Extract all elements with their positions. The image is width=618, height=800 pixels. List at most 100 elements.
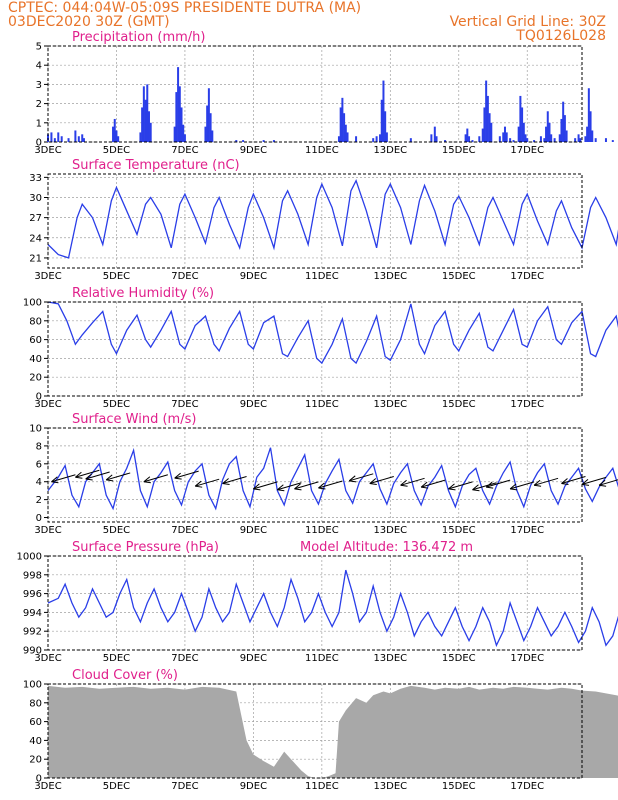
panel-frame (47, 427, 583, 523)
y-tick-label: 80 (29, 698, 42, 709)
x-tick-label: 3DEC (34, 781, 61, 792)
precip-bar (468, 136, 471, 142)
wind-arrow (253, 481, 278, 490)
y-tick-label: 21 (29, 253, 42, 264)
precip-bar (74, 130, 77, 142)
pressure-panel: Surface Pressure (hPa) 3DEC 5DEC 7DEC 9DEC 11… (17, 540, 618, 664)
x-tick-label: 13DEC (373, 399, 407, 410)
wind-arrow-head (105, 474, 114, 482)
precip-bar (206, 105, 209, 142)
precip-bar (355, 136, 358, 142)
precip-bar (478, 136, 481, 142)
x-tick-label: 7DEC (171, 653, 198, 664)
precip-bar (180, 107, 183, 142)
precip-bar (82, 138, 85, 142)
wind-arrow (277, 482, 302, 491)
x-tick-label: 9DEC (240, 399, 267, 410)
x-tick-label: 11DEC (305, 781, 339, 792)
y-tick-label: 3 (36, 80, 42, 91)
wind-arrow (369, 476, 394, 484)
precip-bar (586, 126, 589, 142)
wind-line (47, 447, 618, 511)
x-tick-label: 7DEC (171, 399, 198, 410)
x-tick-label: 5DEC (103, 399, 130, 410)
precip-bar (524, 134, 527, 142)
precip-bar (560, 118, 563, 142)
y-tick-label: 20 (29, 373, 42, 384)
y-tick-label: 4 (36, 61, 42, 72)
y-tick-label: 998 (23, 570, 42, 581)
wind-arrow-head (75, 471, 83, 479)
precip-bar (384, 111, 387, 142)
precip-bar (207, 88, 210, 142)
precip-bar (562, 101, 565, 142)
wind-arrow (509, 481, 535, 490)
precip-bar (204, 126, 207, 142)
x-tick-label: 17DEC (510, 525, 544, 536)
wind-arrow-head (85, 473, 93, 481)
wind-arrow (85, 471, 110, 480)
precip-bar (178, 86, 181, 142)
panel-frame (47, 173, 583, 269)
precip-bar (444, 140, 447, 142)
wind-arrow (581, 476, 607, 485)
precip-bar (144, 99, 147, 142)
precip-bar (577, 134, 580, 142)
temperature-title: Surface Temperature (nC) (72, 158, 240, 173)
precip-bar (379, 134, 382, 142)
precip-bar (543, 138, 546, 142)
x-tick-label: 7DEC (171, 781, 198, 792)
precip-bar (488, 113, 491, 142)
cloud-cover-panel: Cloud Cover (%) 3DEC 5DEC 7DEC 9DEC 11DEC 13DE… (23, 668, 618, 792)
y-tick-label: 40 (29, 354, 42, 365)
x-tick-label: 15DEC (442, 145, 476, 156)
x-tick-label: 9DEC (240, 271, 267, 282)
precipitation-title: Precipitation (mm/h) (72, 30, 205, 45)
precip-bar (341, 97, 344, 142)
precip-bar (262, 140, 265, 142)
x-tick-label: 3DEC (34, 653, 61, 664)
y-tick-label: 1000 (17, 552, 42, 563)
x-tick-label: 15DEC (442, 399, 476, 410)
precip-bar (526, 138, 529, 142)
x-tick-label: 11DEC (305, 653, 339, 664)
x-tick-label: 9DEC (240, 525, 267, 536)
wind-arrow-head (253, 483, 261, 491)
wind-arrow-head (561, 478, 569, 485)
cloud-area (48, 685, 618, 778)
y-tick-label: 40 (29, 736, 42, 747)
precip-bar (584, 136, 587, 142)
y-tick-label: 994 (23, 608, 42, 619)
wind-arrow-head (348, 475, 357, 483)
pressure-line (47, 569, 618, 648)
precip-bar (339, 107, 342, 142)
temperature-line (47, 179, 618, 259)
wind-arrow-head (294, 483, 302, 491)
x-tick-label: 5DEC (103, 271, 130, 282)
x-tick-label: 11DEC (305, 399, 339, 410)
x-tick-label: 7DEC (171, 271, 198, 282)
x-tick-label: 13DEC (373, 525, 407, 536)
x-tick-label: 3DEC (34, 145, 61, 156)
precip-bar (57, 132, 60, 142)
model-altitude: Model Altitude: 136.472 m (300, 540, 473, 555)
wind-title: Surface Wind (m/s) (72, 412, 196, 427)
precip-bar (375, 136, 378, 142)
precip-bar (483, 107, 486, 142)
wind-arrow-head (277, 484, 285, 492)
precip-bar (546, 111, 549, 142)
cloud-cover-title: Cloud Cover (%) (72, 668, 178, 683)
x-tick-label: 13DEC (373, 145, 407, 156)
y-tick-label: 4 (36, 477, 42, 488)
x-tick-label: 7DEC (171, 525, 198, 536)
wind-arrow-head (581, 479, 590, 486)
precip-bar (211, 130, 214, 142)
precip-bar (149, 122, 152, 142)
wind-arrow (349, 473, 374, 482)
y-tick-label: 27 (29, 213, 42, 224)
wind-arrow-head (318, 482, 326, 490)
humidity-title: Relative Humidity (%) (72, 286, 214, 301)
precip-bar (117, 136, 120, 142)
y-tick-label: 5 (36, 42, 42, 53)
